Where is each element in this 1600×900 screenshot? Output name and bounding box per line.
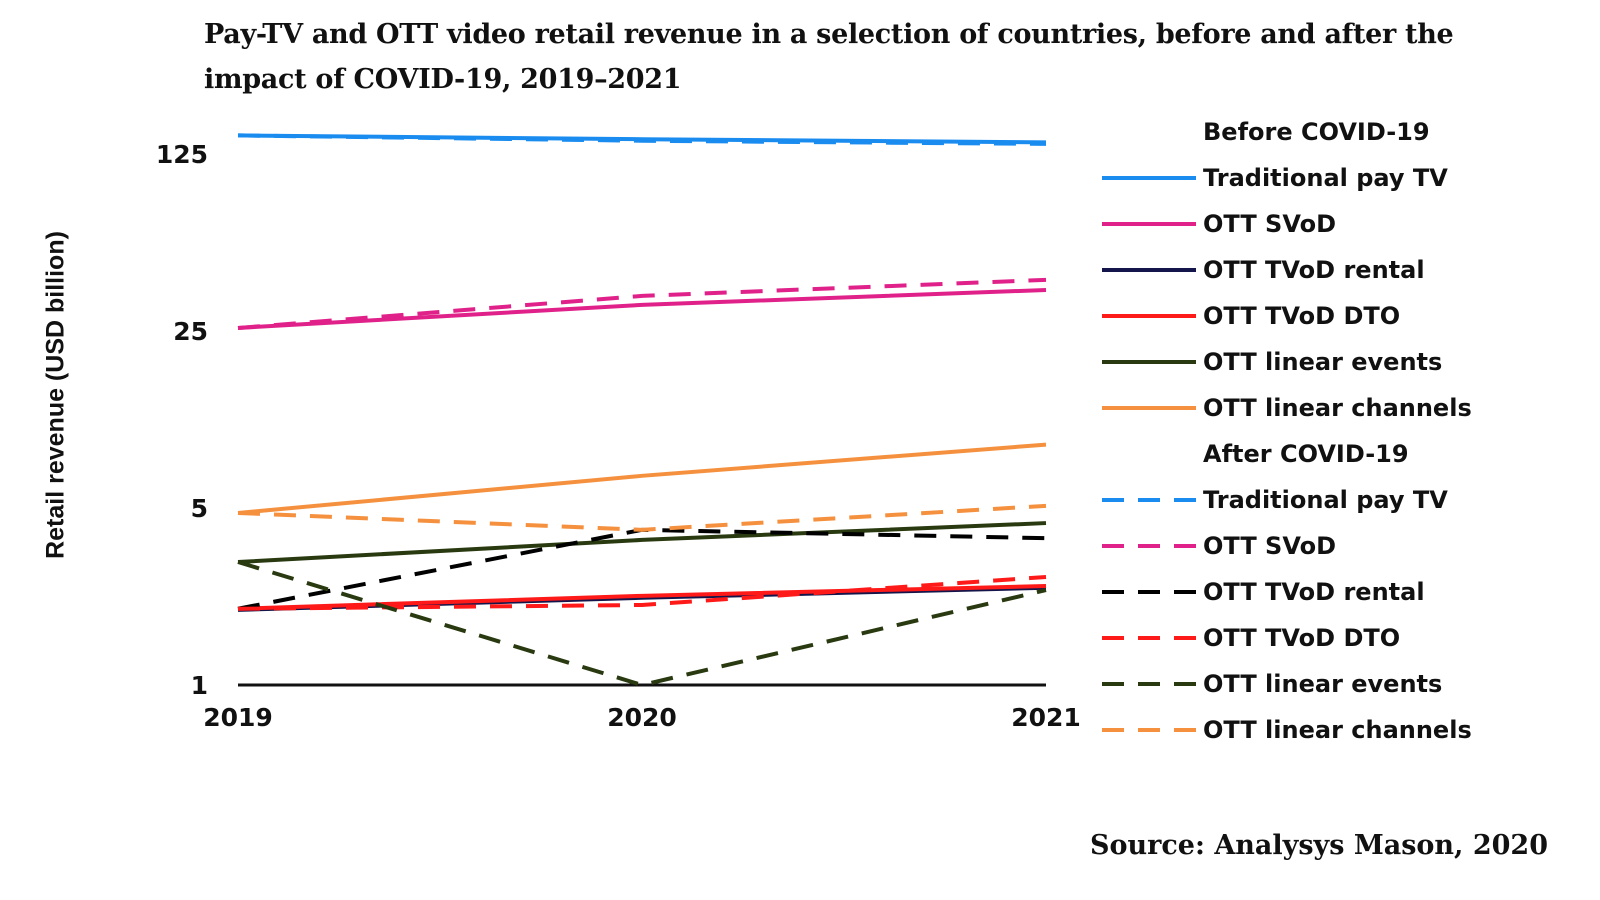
x-tick-label: 2021 (1011, 703, 1081, 732)
y-tick-label: 5 (191, 494, 208, 523)
legend-label: Traditional pay TV (1203, 164, 1448, 192)
series-line-ott-linear-channels-before (237, 442, 1047, 515)
chart-title: Pay-TV and OTT video retail revenue in a… (204, 19, 1454, 95)
legend-label: OTT linear channels (1203, 716, 1472, 744)
legend-label: OTT linear channels (1203, 394, 1472, 422)
y-tick-label: 25 (173, 317, 208, 346)
legend-label: OTT linear events (1203, 348, 1442, 376)
x-tick-label: 2019 (203, 703, 273, 732)
legend-label: OTT TVoD DTO (1203, 302, 1400, 330)
y-tick-label: 125 (156, 140, 208, 169)
legend-label: OTT SVoD (1203, 532, 1336, 560)
legend-label: OTT SVoD (1203, 210, 1336, 238)
legend-label: OTT linear events (1203, 670, 1442, 698)
legend-group-heading: Before COVID-19 (1203, 118, 1430, 146)
legend-group-heading: After COVID-19 (1203, 440, 1409, 468)
legend-label: Traditional pay TV (1203, 486, 1448, 514)
x-tick-label: 2020 (607, 703, 677, 732)
series-line-ott-linear-events-after (237, 560, 1047, 687)
legend-label: OTT TVoD rental (1203, 578, 1425, 606)
legend-label: OTT TVoD DTO (1203, 624, 1400, 652)
y-tick-label: 1 (191, 671, 208, 700)
legend-label: OTT TVoD rental (1203, 256, 1425, 284)
source-note: Source: Analysys Mason, 2020 (1089, 830, 1548, 861)
